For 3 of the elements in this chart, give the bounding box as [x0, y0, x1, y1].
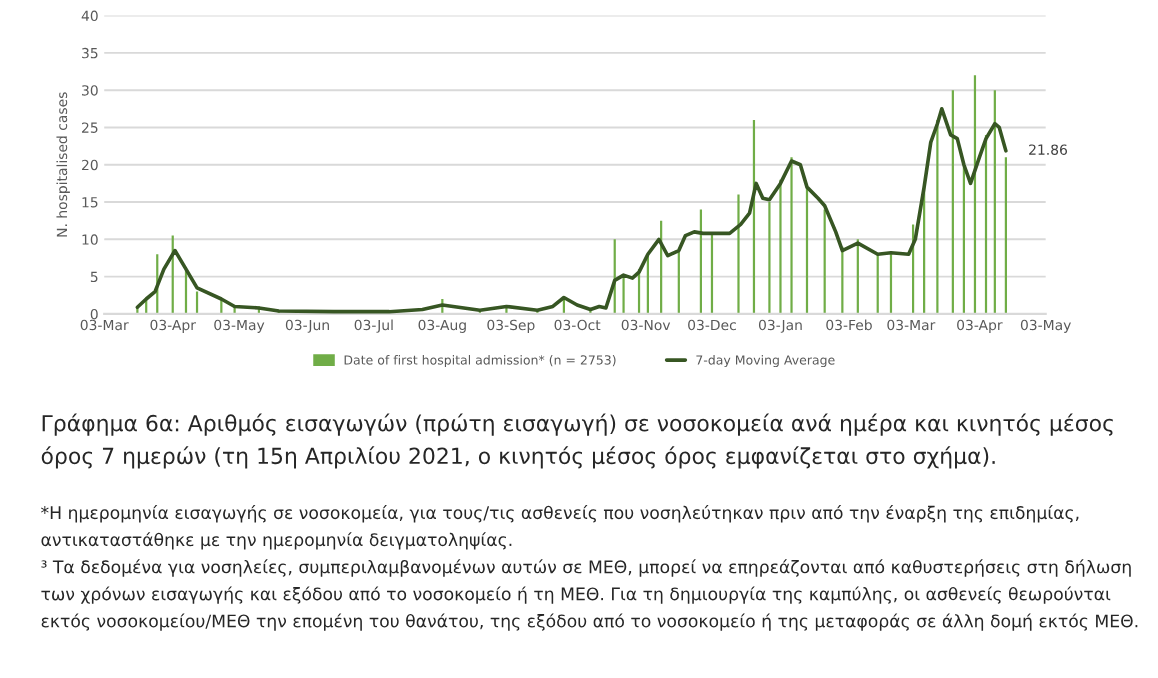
text: ³ Τα δεδομένα για νοσηλείες, συμπεριλαμβανομένων αυτών σε ΜΕΘ, μπορεί να επηρεάζονται από καθυστερήσεις στη δήλωση των χρόνων εισαγωγής και εξόδου από το νοσοκομείο ή τη ΜΕΘ. Για τη δημιουργία της καμπύλης, οι ασθενείς θεωρούνται εκτός νοσοκομείου/ΜΕΘ την επομένη του θανάτου, της εξόδου από το νοσοκομείο ή της μεταφοράς σε άλλη δομή εκτός ΜΕΘ. [41, 559, 1138, 631]
text: *Η ημερομηνία εισαγωγής σε νοσοκομεία, για τους/τις ασθενείς που νοσηλεύτηκαν πριν από την έναρξη της επιδημίας, αντικαταστάθηκε με την ημερομηνία δειγματοληψίας. [41, 505, 1079, 550]
text: Γράφημα 6α: Αριθμός εισαγωγών (πρώτη εισαγωγή) σε νοσοκομεία ανά ημέρα και κινητός μέσος όρος 7 ημερών (τη 15η Απριλίου 2021, ο κινητός μέσος όρος εμφανίζεται στο σχήμα). [41, 413, 1113, 469]
